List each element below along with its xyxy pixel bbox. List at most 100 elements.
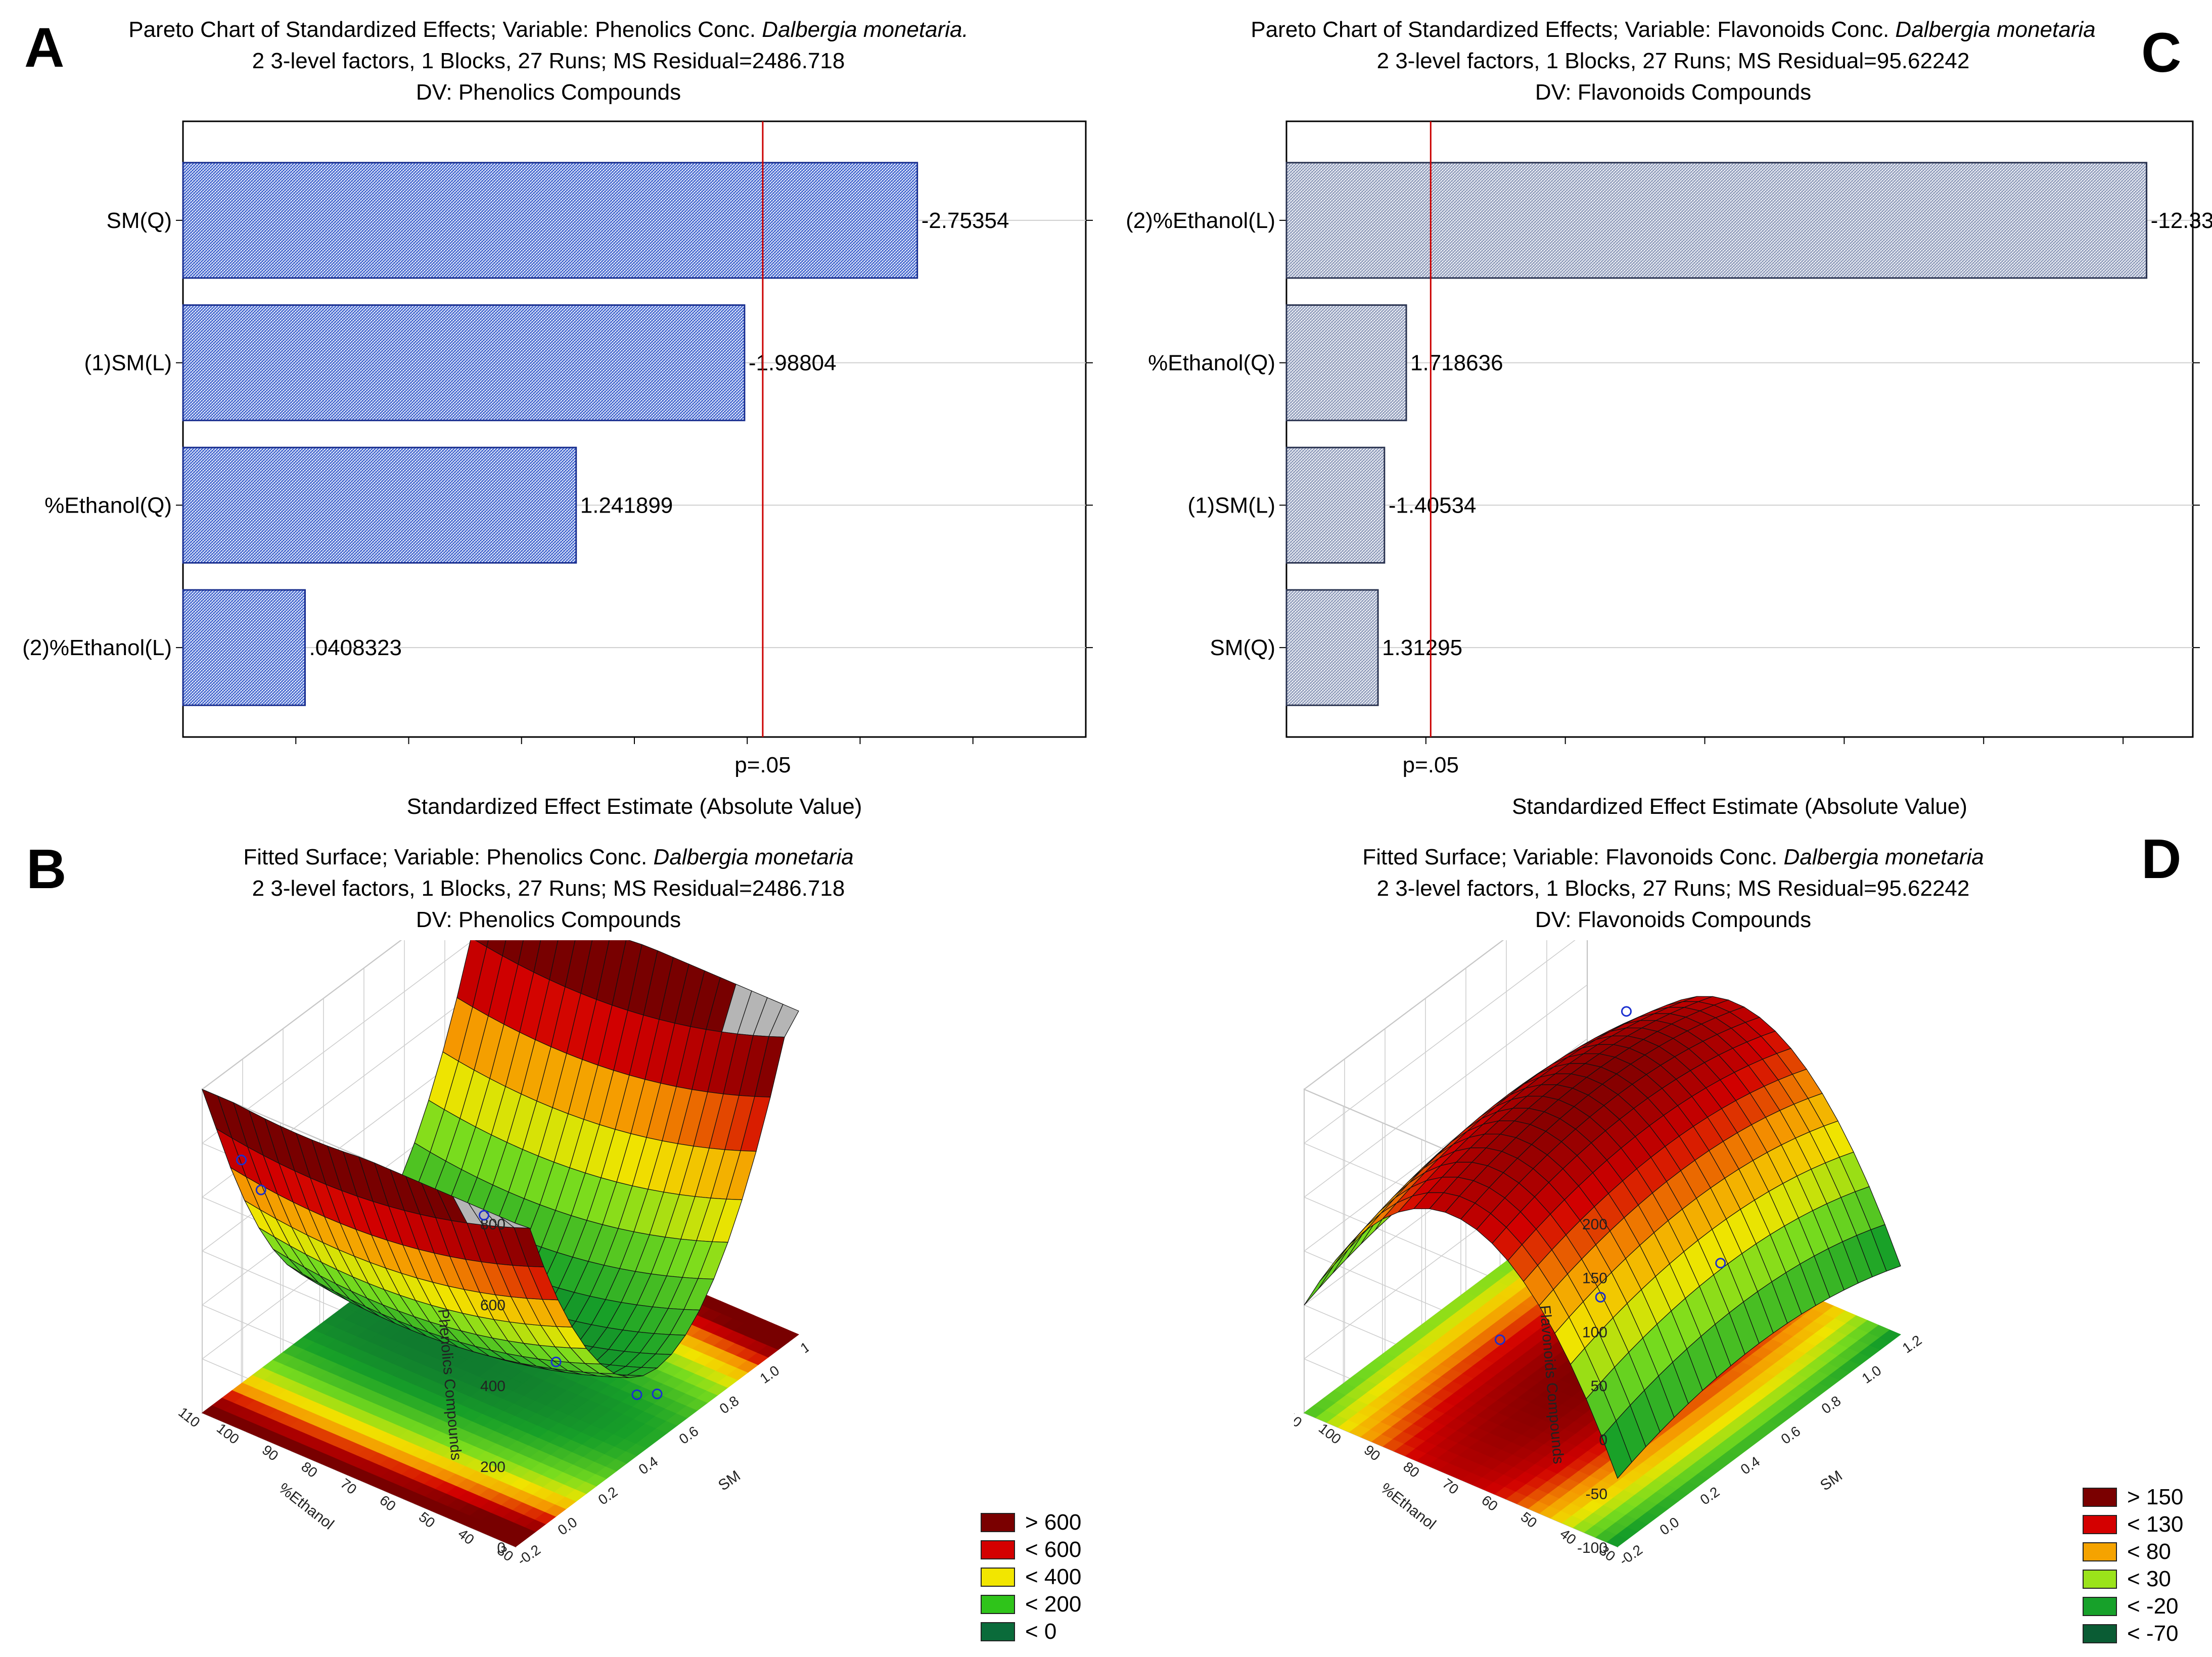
legend-swatch (2083, 1515, 2117, 1534)
observed-point (652, 1389, 663, 1400)
legend-item: > 150 (2083, 1484, 2183, 1511)
chart-b-title-line2: 2 3-level factors, 1 Blocks, 27 Runs; MS… (252, 876, 845, 901)
legend-swatch (2083, 1570, 2117, 1589)
bar-value-label: -1.98804 (749, 351, 837, 376)
legend-item: < 200 (981, 1591, 1081, 1618)
chart-a-title-line3: DV: Phenolics Compounds (416, 80, 681, 105)
chart-d-title-line3: DV: Flavonoids Compounds (1535, 907, 1812, 932)
legend-swatch (981, 1540, 1015, 1559)
observed-point (1715, 1258, 1726, 1269)
observed-point (550, 1356, 562, 1367)
category-label: %Ethanol(Q) (44, 493, 172, 518)
legend-label: < 0 (1025, 1619, 1057, 1644)
panel-letter-d: D (2141, 828, 2182, 890)
x-tick-label: 0.2 (1697, 1484, 1723, 1508)
category-label: SM(Q) (1210, 635, 1275, 660)
surface-plot-d: -100 -50 0 50 100 150 200 -0.2 0.0 0.2 0.4 0.6 0.8 1.… (1294, 940, 1925, 1569)
category-label: (1)SM(L) (84, 351, 172, 376)
bar (182, 589, 306, 706)
legend-swatch (2083, 1597, 2117, 1616)
legend-item: < 0 (981, 1618, 1081, 1645)
x-tick-label: 0.6 (1778, 1423, 1804, 1447)
panel-letter-c: C (2141, 22, 2182, 84)
panel-letter-b: B (26, 838, 67, 900)
surface-cell (1601, 1420, 1632, 1479)
legend-item: < -70 (2083, 1620, 2183, 1647)
x-tick-label: 0.8 (1819, 1393, 1844, 1417)
legend-label: < 600 (1025, 1537, 1082, 1562)
bar-value-label: 1.241899 (580, 493, 673, 518)
legend-b: > 600 < 600 < 400 < 200 < 0 (981, 1509, 1081, 1645)
observed-point (1621, 1006, 1632, 1017)
bar-value-label: 1.31295 (1382, 635, 1462, 660)
bar-value-label: .0408323 (309, 635, 402, 660)
legend-item: < 400 (981, 1563, 1081, 1591)
legend-item: < 600 (981, 1536, 1081, 1563)
legend-label: < 400 (1025, 1564, 1082, 1589)
chart-d-title-line2: 2 3-level factors, 1 Blocks, 27 Runs; MS… (1376, 876, 1970, 901)
chart-b-title-line1: Fitted Surface; Variable: Phenolics Conc… (243, 845, 654, 869)
observed-point (255, 1184, 266, 1195)
x-tick-label: 1.2 (1900, 1332, 1925, 1356)
legend-label: < -70 (2127, 1621, 2179, 1646)
legend-swatch (981, 1568, 1015, 1587)
legend-swatch (2083, 1624, 2117, 1643)
category-label: %Ethanol(Q) (1148, 351, 1275, 376)
bar (182, 446, 577, 564)
y-axis-label: %Ethanol (1377, 1480, 1439, 1533)
bar (182, 304, 746, 422)
p-value-label: p=.05 (1403, 753, 1459, 777)
legend-swatch (2083, 1488, 2117, 1507)
z-tick-label: 0 (497, 1540, 505, 1556)
legend-item: > 600 (981, 1509, 1081, 1536)
legend-label: < 130 (2127, 1512, 2184, 1537)
bar (1285, 446, 1386, 564)
chart-b-title-line3: DV: Phenolics Compounds (416, 907, 681, 932)
chart-a-title-line1: Pareto Chart of Standardized Effects; Va… (128, 17, 762, 42)
observed-point (479, 1210, 489, 1221)
bar-value-label: -1.40534 (1389, 493, 1477, 518)
legend-swatch (981, 1622, 1015, 1641)
category-label: (1)SM(L) (1187, 493, 1275, 518)
chart-c-title-line1: Pareto Chart of Standardized Effects; Va… (1251, 17, 1896, 42)
observed-point (1595, 1292, 1606, 1303)
x-axis-label: Standardized Effect Estimate (Absolute V… (407, 794, 862, 819)
x-tick-label: 1.0 (1859, 1362, 1884, 1387)
bar (1285, 304, 1407, 422)
category-label: SM(Q) (106, 208, 172, 233)
z-tick-label: 200 (480, 1459, 505, 1476)
chart-a-title: Pareto Chart of Standardized Effects; Va… (91, 14, 1006, 108)
observed-point (236, 1155, 247, 1166)
z-tick-label: 0 (1599, 1432, 1607, 1449)
z-tick-label: 150 (1582, 1270, 1607, 1287)
bar (1285, 162, 2148, 279)
legend-label: > 150 (2127, 1485, 2184, 1509)
surface-cell (499, 1216, 530, 1229)
chart-c-title-line3: DV: Flavonoids Compounds (1535, 80, 1812, 105)
category-label: (2)%Ethanol(L) (22, 635, 172, 660)
x-tick-label: -0.2 (1617, 1542, 1645, 1569)
y-tick-label: 110 (1294, 1404, 1305, 1431)
x-tick-label: 1.0 (757, 1362, 782, 1387)
z-tick-label: 400 (480, 1378, 505, 1395)
legend-item: < 80 (2083, 1538, 2183, 1566)
bar-value-label: -12.3372 (2151, 208, 2212, 233)
x-axis-label: SM (1817, 1467, 1846, 1494)
legend-label: < 200 (1025, 1592, 1082, 1617)
z-tick-label: -50 (1586, 1486, 1607, 1502)
y-axis-label: %Ethanol (275, 1480, 337, 1533)
chart-c-title: Pareto Chart of Standardized Effects; Va… (1193, 14, 2153, 108)
legend-item: < -20 (2083, 1593, 2183, 1620)
x-tick-label: 0.8 (717, 1393, 742, 1417)
x-tick-label: 0.6 (676, 1423, 702, 1447)
legend-swatch (981, 1595, 1015, 1614)
legend-item: < 30 (2083, 1566, 2183, 1593)
z-tick-label: 50 (1591, 1378, 1607, 1395)
chart-b-title: Fitted Surface; Variable: Phenolics Conc… (91, 842, 1006, 936)
chart-c-title-line2: 2 3-level factors, 1 Blocks, 27 Runs; MS… (1376, 49, 1970, 73)
observed-point (631, 1389, 642, 1400)
category-label: (2)%Ethanol(L) (1126, 208, 1275, 233)
z-tick-label: 100 (1582, 1324, 1607, 1341)
bar-value-label: -2.75354 (921, 208, 1009, 233)
x-tick-label: 1.2 (798, 1332, 809, 1356)
